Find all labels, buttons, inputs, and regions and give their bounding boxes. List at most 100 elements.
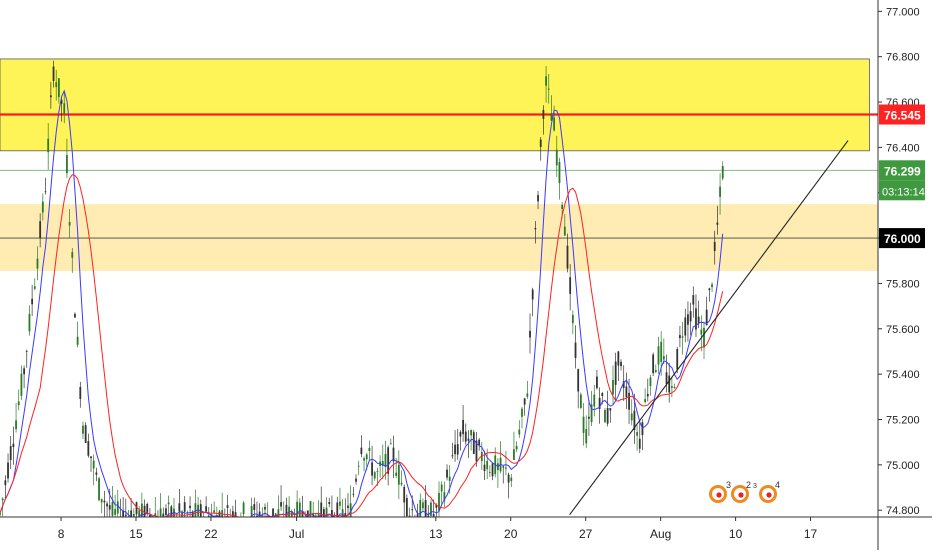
moving-averages-layer bbox=[0, 89, 724, 521]
candle-body bbox=[705, 309, 708, 326]
candle-body bbox=[719, 186, 721, 197]
candle-body bbox=[280, 502, 282, 507]
candle-body bbox=[167, 502, 170, 505]
candle-body bbox=[665, 372, 668, 384]
candle-body bbox=[563, 226, 566, 236]
candle-body bbox=[561, 204, 564, 209]
candle-body bbox=[376, 471, 379, 473]
candle-body bbox=[558, 161, 561, 184]
candle-body bbox=[697, 316, 700, 324]
candle-body bbox=[387, 447, 390, 474]
candle-body bbox=[87, 441, 90, 456]
candle-body bbox=[41, 201, 44, 213]
candle-body bbox=[539, 139, 542, 147]
candle-body bbox=[389, 443, 392, 445]
candle-body bbox=[644, 399, 647, 403]
candle-body bbox=[55, 82, 58, 88]
candle-body bbox=[199, 504, 202, 519]
candle-body bbox=[545, 76, 547, 86]
candle-body bbox=[165, 508, 167, 515]
candle-body bbox=[652, 354, 655, 374]
candle-body bbox=[79, 386, 82, 399]
candle-body bbox=[537, 195, 539, 202]
candle-body bbox=[122, 510, 125, 518]
candle-body bbox=[183, 502, 186, 512]
candle-body bbox=[438, 492, 440, 511]
candle-body bbox=[186, 512, 189, 514]
candle-body bbox=[622, 381, 625, 388]
candle-body bbox=[464, 431, 467, 442]
candle-body bbox=[74, 313, 76, 318]
candle-body bbox=[515, 445, 518, 450]
candle-body bbox=[84, 425, 87, 443]
candle-body bbox=[430, 502, 432, 516]
candle-body bbox=[47, 138, 50, 153]
candle-body bbox=[36, 258, 39, 269]
candle-body bbox=[191, 511, 194, 518]
candle-body bbox=[60, 99, 63, 104]
candle-body bbox=[574, 342, 577, 358]
candle-body bbox=[103, 500, 106, 503]
candle-body bbox=[510, 477, 513, 482]
x-tick-label: 15 bbox=[129, 527, 143, 541]
candle-body bbox=[547, 88, 550, 90]
candle-body bbox=[44, 191, 47, 193]
candle-body bbox=[7, 462, 9, 479]
candle-body bbox=[277, 509, 280, 517]
candle-body bbox=[290, 511, 293, 519]
resistance-zone bbox=[0, 58, 870, 152]
candle-body bbox=[529, 330, 531, 338]
candle-body bbox=[590, 404, 593, 423]
candle-body bbox=[708, 288, 711, 291]
candle-body bbox=[478, 439, 481, 445]
candle-body bbox=[579, 394, 582, 409]
countdown-label-bg bbox=[879, 180, 925, 201]
y-tick-label: 77.000 bbox=[886, 6, 920, 18]
candle-body bbox=[92, 460, 95, 469]
y-tick-label: 75.800 bbox=[886, 278, 920, 290]
countdown-label: 03:13:14 bbox=[882, 186, 925, 198]
candle-body bbox=[347, 505, 349, 509]
candle-body bbox=[63, 103, 66, 115]
logo-ring bbox=[731, 485, 749, 503]
candle-body bbox=[288, 506, 290, 524]
candle-body bbox=[49, 95, 52, 98]
candle-body bbox=[368, 447, 371, 452]
candle-body bbox=[298, 502, 301, 522]
candle-body bbox=[365, 454, 368, 460]
candle-body bbox=[598, 397, 601, 409]
candle-body bbox=[405, 498, 408, 517]
candle-body bbox=[68, 221, 71, 226]
candle-body bbox=[609, 408, 612, 411]
candle-body bbox=[395, 472, 398, 476]
candle-body bbox=[483, 464, 486, 472]
candle-body bbox=[95, 472, 98, 475]
candle-body bbox=[226, 505, 229, 508]
candle-body bbox=[373, 472, 376, 479]
candle-body bbox=[178, 503, 181, 512]
candle-body bbox=[4, 480, 7, 486]
candle-body bbox=[470, 429, 473, 436]
candle-body bbox=[301, 511, 304, 518]
candle-body bbox=[446, 469, 448, 478]
candle-body bbox=[523, 398, 526, 405]
candle-body bbox=[17, 401, 20, 406]
candle-body bbox=[601, 393, 604, 397]
candle-body bbox=[689, 311, 692, 322]
candle-body bbox=[339, 501, 341, 506]
candle-body bbox=[684, 317, 687, 336]
candle-body bbox=[328, 501, 331, 505]
candle-body bbox=[505, 467, 507, 469]
candle-body bbox=[681, 336, 684, 338]
candle-body bbox=[711, 284, 713, 288]
candle-body bbox=[606, 407, 609, 424]
candle-body bbox=[662, 356, 665, 360]
candle-body bbox=[419, 499, 422, 520]
candle-body bbox=[231, 511, 234, 519]
candle-body bbox=[0, 513, 1, 515]
candle-body bbox=[555, 149, 558, 166]
time-axis-background bbox=[0, 517, 932, 550]
candle-body bbox=[534, 227, 537, 230]
